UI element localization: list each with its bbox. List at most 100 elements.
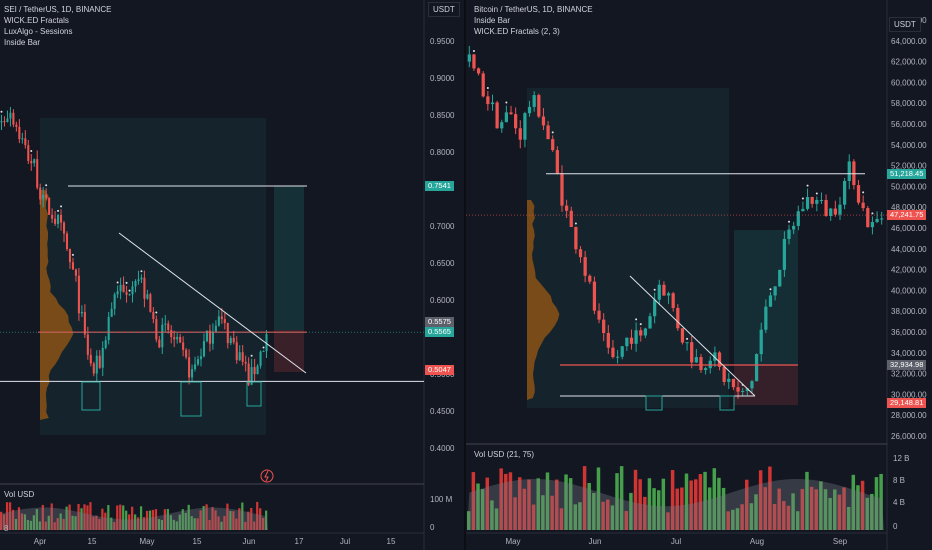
sei-volume-bar <box>175 521 178 530</box>
sei-volume-bar <box>44 521 47 530</box>
sei-candle <box>51 214 54 219</box>
btc-candle <box>486 96 490 105</box>
sei-candle <box>27 145 30 161</box>
btc-volume-bar <box>480 489 485 530</box>
sei-symbol-label[interactable]: SEI / TetherUS, 1D, BINANCE <box>4 5 112 14</box>
sei-volume-bar <box>2 514 6 530</box>
sei-indicator-sessions[interactable]: LuxAlgo - Sessions <box>4 27 73 36</box>
btc-unit-label[interactable]: USDT <box>889 17 921 32</box>
btc-stop-zone <box>734 365 798 405</box>
btc-candle <box>592 281 597 311</box>
sei-candle <box>217 316 220 326</box>
sei-candle <box>54 218 57 224</box>
btc-candle <box>657 284 661 300</box>
btc-y-tick-label: 56,000.00 <box>891 120 927 129</box>
sei-candle <box>21 138 24 140</box>
btc-chart[interactable]: 66,000.0064,000.0062,000.0060,000.0058,0… <box>466 0 927 550</box>
sei-candle <box>24 138 27 146</box>
sei-candle <box>262 350 265 352</box>
sei-indicator-insidebar[interactable]: Inside Bar <box>4 38 41 47</box>
sei-candle <box>146 294 149 299</box>
btc-candle <box>805 197 810 209</box>
btc-volume-bar <box>851 474 856 530</box>
sei-unit-label[interactable]: USDT <box>428 2 460 17</box>
sei-indicator-wicked[interactable]: WICK.ED Fractals <box>4 16 69 25</box>
btc-volume-bar <box>874 477 879 530</box>
btc-indicator-insidebar[interactable]: Inside Bar <box>474 16 511 25</box>
btc-fractal-dot <box>686 337 689 340</box>
sei-candle <box>9 112 12 119</box>
btc-volume-bar <box>749 503 754 530</box>
btc-candle <box>801 208 805 212</box>
btc-fractal-box <box>719 395 735 411</box>
btc-candle <box>717 352 722 367</box>
btc-candle <box>523 113 527 140</box>
btc-candle <box>713 352 717 361</box>
btc-candle <box>699 357 703 371</box>
sei-volume-bar <box>119 504 122 530</box>
btc-candle <box>648 316 652 329</box>
sei-volume-bar <box>142 517 146 530</box>
sei-volume-bar <box>139 506 143 530</box>
sei-volume-side-label: 8 <box>4 524 9 533</box>
sei-x-tick-label: 17 <box>295 537 304 546</box>
btc-candle <box>518 128 522 140</box>
sei-candle <box>232 337 235 343</box>
sei-chart[interactable]: 0.9500 0.9000 0.8500 0.8000 0.7000 0.6500 0.60… <box>0 0 455 550</box>
sei-volume-bar <box>74 516 77 530</box>
sei-candle <box>179 336 182 343</box>
btc-candle <box>703 368 708 371</box>
sei-volume-bar <box>110 517 113 530</box>
btc-volume-bar <box>656 490 661 530</box>
sei-volume-bar <box>178 514 181 530</box>
btc-volume-bar <box>782 501 786 530</box>
btc-volume-bar <box>527 479 531 530</box>
sei-volume-bar <box>86 505 89 530</box>
btc-candle <box>541 116 546 126</box>
btc-volume-bar <box>698 474 703 530</box>
btc-candle <box>842 180 847 205</box>
sei-candle <box>77 275 80 314</box>
lightning-icon[interactable] <box>260 469 274 483</box>
btc-candle <box>847 161 851 181</box>
sei-fractal-dot <box>125 281 128 284</box>
btc-candle <box>629 337 634 344</box>
sei-volume-bar <box>163 509 167 530</box>
sei-candle <box>152 311 155 320</box>
btc-volume-bar <box>805 471 809 530</box>
btc-legend: Bitcoin / TetherUS, 1D, BINANCE Inside B… <box>474 4 593 37</box>
sei-volume-bar <box>0 511 3 530</box>
sei-volume-bar <box>151 509 155 530</box>
sei-candle <box>220 316 223 320</box>
btc-candle <box>819 200 824 202</box>
sei-legend: SEI / TetherUS, 1D, BINANCE WICK.ED Frac… <box>4 4 111 48</box>
sei-candle <box>185 349 188 358</box>
btc-y-tick-label: 36,000.00 <box>891 328 927 337</box>
sei-volume-bar <box>8 502 12 530</box>
sei-fractal-dot <box>128 289 131 292</box>
btc-volume-bar <box>494 508 499 530</box>
sei-volume-bar <box>68 504 71 530</box>
sei-fractal-dot <box>30 149 33 152</box>
btc-candle <box>662 284 666 296</box>
btc-indicator-wicked[interactable]: WICK.ED Fractals (2, 3) <box>474 27 560 36</box>
sei-candle <box>0 121 3 123</box>
btc-session-box <box>527 88 729 408</box>
btc-fractal-dot <box>769 288 772 291</box>
btc-candle <box>870 222 875 228</box>
btc-volume-bar <box>680 487 684 530</box>
sei-candle <box>182 342 185 350</box>
btc-fractal-dot <box>639 323 642 326</box>
btc-candle <box>690 342 694 363</box>
btc-volume-bar <box>712 468 717 530</box>
btc-y-tick-label: 64,000.00 <box>891 37 927 46</box>
btc-symbol-label[interactable]: Bitcoin / TetherUS, 1D, BINANCE <box>474 5 593 14</box>
btc-y-tick-label: 50,000.00 <box>891 182 927 191</box>
btc-candle <box>583 257 587 276</box>
btc-volume-bar <box>768 466 772 530</box>
btc-fractal-dot <box>788 220 791 223</box>
sei-gray-tag: 0.5575 <box>425 317 454 327</box>
btc-volume-bar <box>619 466 624 530</box>
btc-volume-bar <box>786 505 791 530</box>
